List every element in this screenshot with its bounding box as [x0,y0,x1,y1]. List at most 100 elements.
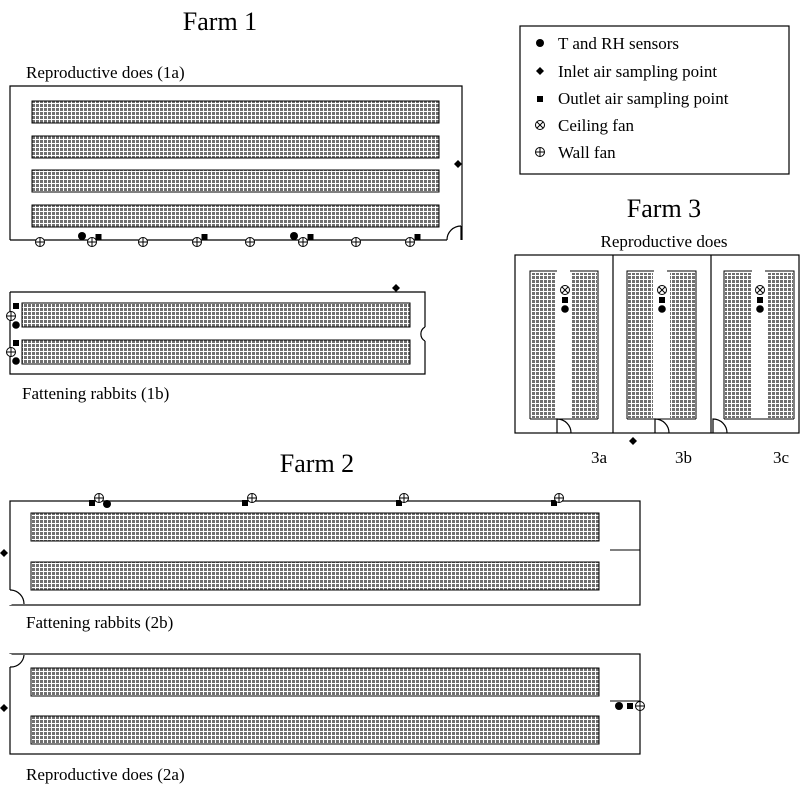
door-icon [712,418,728,434]
outlet-square-icon [89,500,95,506]
door-icon [446,225,462,241]
cage-row [531,273,556,418]
farm2-title: Farm 2 [280,449,354,478]
outlet-square-icon [627,703,633,709]
sensor-icon [615,702,623,710]
outlet-square-icon [95,234,102,240]
wall-fan-icon [138,237,148,247]
door-icon [10,589,25,605]
inlet-diamond-icon [536,67,544,75]
wall-fan-icon [635,701,645,711]
sensor-icon [561,305,569,313]
ceiling-fan-icon [657,285,667,295]
wall-fan-icon [6,311,16,321]
building-1b [6,284,426,375]
outlet-square-icon [13,303,19,309]
sensor-icon [103,500,111,508]
cage-row [725,273,751,418]
building-2b [0,493,641,606]
inlet-diamond-icon [392,284,400,292]
legend-item-label: T and RH sensors [558,34,679,53]
sensor-icon [12,357,20,365]
sensor-icon [290,232,298,240]
cage-row [31,100,440,124]
wall-fan-icon [247,493,257,503]
wall-fan-icon [399,493,409,503]
ceiling-fan-icon [560,285,570,295]
cage-row [31,135,440,159]
cage-row [21,302,411,328]
sensor-icon [536,39,544,47]
wall-fan-icon [405,237,415,247]
outlet-square-icon [757,297,763,303]
building-1a-label: Reproductive does (1a) [26,63,185,82]
outlet-square-icon [396,500,402,506]
legend-item-label: Wall fan [558,143,616,162]
sensor-icon [658,305,666,313]
cage-row [30,561,600,591]
inlet-diamond-icon [629,437,637,445]
room-3a-label: 3a [591,448,608,467]
wall-fan-icon [554,493,564,503]
outlet-square-icon [551,500,557,506]
outlet-square-icon [242,500,248,506]
room-3b [626,270,697,434]
door-icon [10,654,25,668]
legend: T and RH sensors Inlet air sampling poin… [519,25,790,175]
outlet-square-icon [201,234,208,240]
room-3c-label: 3c [773,448,790,467]
cage-row [21,339,411,365]
ceiling-fan-icon [535,120,545,130]
room-3c [712,270,795,434]
building-1b-label: Fattening rabbits (1b) [22,384,169,403]
outlet-square-icon [307,234,314,240]
cage-row [628,273,653,418]
cage-row [670,273,695,418]
cage-row [31,204,440,228]
legend-item-label: Outlet air sampling point [558,89,729,108]
room-3b-label: 3b [675,448,692,467]
wall-fan-icon [351,237,361,247]
room-3a [529,270,599,434]
wall-fan-icon [35,237,45,247]
outlet-square-icon [414,234,421,240]
wall-fan-icon [535,147,545,157]
wall-fan-icon [87,237,97,247]
cage-row [30,667,600,697]
wall-fan-icon [245,237,255,247]
outlet-square-icon [659,297,665,303]
outlet-square-icon [562,297,568,303]
building-2a [0,653,645,755]
wall-fan-icon [192,237,202,247]
cage-row [572,273,597,418]
wall-fan-icon [298,237,308,247]
sensor-icon [756,305,764,313]
wall-fan-icon [94,493,104,503]
cage-row [768,273,793,418]
cage-row [30,512,600,542]
door-icon [556,418,572,434]
wall-fan-icon [6,347,16,357]
building-farm3 [514,254,800,445]
farm3-subtitle: Reproductive does [601,232,728,251]
inlet-diamond-icon [0,549,8,557]
cage-row [31,169,440,193]
sensor-icon [12,321,20,329]
cage-row [30,715,600,745]
building-2b-label: Fattening rabbits (2b) [26,613,173,632]
inlet-diamond-icon [454,160,462,168]
building-1a [9,85,463,247]
ceiling-fan-icon [755,285,765,295]
farm3-title: Farm 3 [627,194,701,223]
legend-item-label: Inlet air sampling point [558,62,717,81]
legend-item-label: Ceiling fan [558,116,635,135]
door-icon [654,418,670,434]
door-icon [420,326,426,342]
building-2a-label: Reproductive does (2a) [26,765,185,784]
outlet-square-icon [13,340,19,346]
outlet-square-icon [537,96,543,102]
farm1-title: Farm 1 [183,7,257,36]
inlet-diamond-icon [0,704,8,712]
sensor-icon [78,232,86,240]
